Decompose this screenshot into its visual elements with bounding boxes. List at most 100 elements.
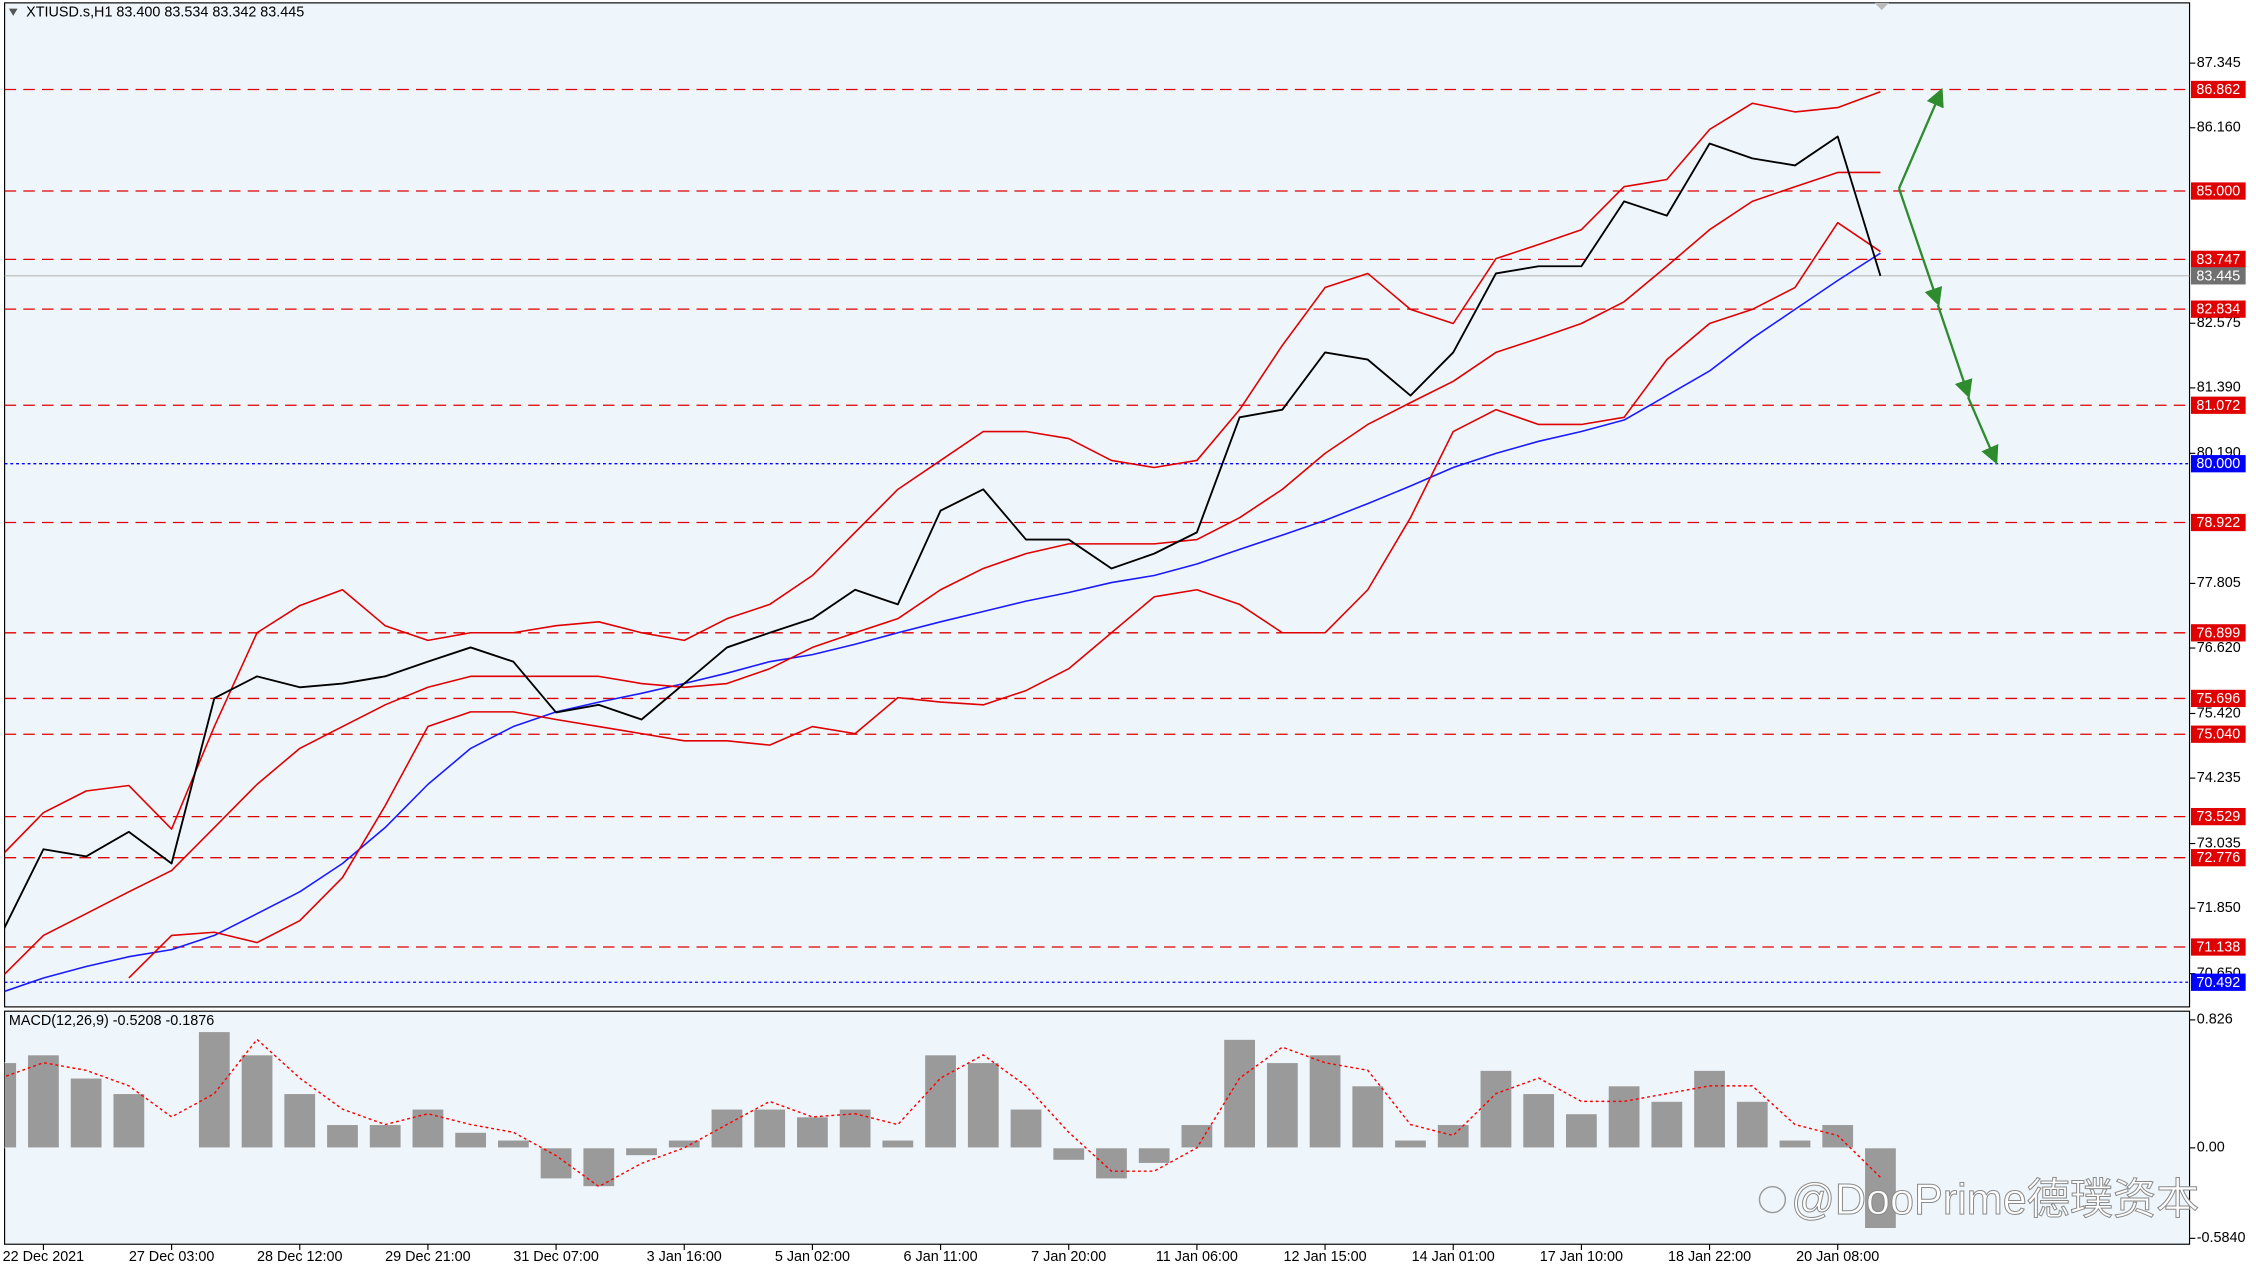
price-panel	[4, 2, 2191, 1008]
price-line	[4, 91, 1881, 854]
macd-bar	[1394, 1139, 1427, 1149]
macd-bar	[753, 1108, 786, 1149]
macd-bar	[198, 1031, 231, 1149]
macd-bar	[1351, 1085, 1385, 1149]
level-label: 70.492	[2196, 975, 2240, 991]
x-tick-label: 29 Dec 21:00	[385, 1249, 471, 1265]
macd-bar	[1052, 1147, 1085, 1161]
price-line	[128, 221, 1881, 979]
price-line	[4, 252, 1881, 993]
x-tick-label: 17 Jan 10:00	[1540, 1249, 1623, 1265]
macd-bar	[881, 1139, 915, 1149]
macd-bar	[838, 1108, 872, 1149]
macd-bar	[1650, 1100, 1684, 1149]
macd-bar	[539, 1147, 573, 1180]
price-line	[4, 171, 1881, 976]
macd-bar	[1223, 1038, 1256, 1149]
level-label: 76.899	[2196, 625, 2240, 641]
macd-bar	[1095, 1147, 1128, 1180]
x-tick-label: 11 Jan 06:00	[1156, 1249, 1238, 1265]
price-line	[4, 135, 1882, 930]
level-label-box	[2190, 725, 2246, 743]
level-label: 71.138	[2196, 940, 2240, 956]
level-label-box	[2190, 938, 2246, 956]
x-tick-label: 20 Jan 08:00	[1796, 1249, 1879, 1265]
x-tick-label: 22 Dec 2021	[3, 1249, 85, 1265]
macd-bar	[240, 1054, 274, 1149]
macd-bar	[326, 1124, 359, 1149]
level-label: 80.000	[2196, 456, 2240, 472]
y-tick-label: 74.235	[2197, 770, 2241, 786]
arrow-down	[1936, 304, 1973, 399]
arrow-down	[1966, 396, 1999, 465]
macd-bar	[497, 1139, 530, 1149]
macd-bar	[1266, 1062, 1299, 1149]
y-tick-label: 87.345	[2197, 55, 2241, 71]
last-price-box	[2190, 267, 2246, 285]
x-tick-label: 12 Jan 15:00	[1283, 1249, 1366, 1265]
macd-bar	[1436, 1124, 1470, 1149]
macd-bar	[411, 1108, 445, 1149]
forecast-arrows	[1897, 87, 1999, 465]
macd-bar	[1180, 1124, 1214, 1149]
macd-title: MACD(12,26,9) -0.5208 -0.1876	[9, 1013, 214, 1029]
macd-bar	[69, 1077, 103, 1149]
level-label-box	[2190, 396, 2246, 414]
y-tick-label: 81.390	[2197, 380, 2241, 396]
price-plot	[4, 88, 2190, 993]
macd-bar	[1137, 1147, 1171, 1164]
x-tick-label: 31 Dec 07:00	[513, 1249, 599, 1265]
level-label-box	[2190, 455, 2246, 473]
level-label-box	[2190, 513, 2246, 532]
macd-bar	[796, 1116, 829, 1149]
macd-bar	[454, 1131, 487, 1149]
x-tick-label: 5 Jan 02:00	[775, 1249, 850, 1265]
level-label-box	[2190, 807, 2246, 826]
level-label: 85.000	[2196, 184, 2240, 200]
x-tick-label: 27 Dec 03:00	[129, 1249, 215, 1265]
macd-bar	[1864, 1147, 1897, 1229]
menu-icon	[8, 8, 18, 16]
arrow-up	[1897, 87, 1944, 189]
y-tick-label: 77.805	[2197, 575, 2241, 591]
y-tick-label: 75.420	[2197, 705, 2241, 721]
macd-bar	[582, 1147, 616, 1188]
macd-plot	[4, 1031, 1897, 1229]
signal-line	[4, 1038, 1881, 1188]
macd-bar	[1736, 1100, 1769, 1149]
macd-bar	[368, 1124, 402, 1149]
macd-bar	[1009, 1108, 1043, 1149]
macd-bar	[710, 1108, 744, 1149]
macd-bar	[1308, 1054, 1342, 1149]
macd-bar	[1607, 1085, 1641, 1149]
macd-bar	[625, 1147, 658, 1157]
macd-bar	[1479, 1069, 1513, 1149]
x-tick-label: 18 Jan 22:00	[1668, 1249, 1751, 1265]
level-label: 73.529	[2196, 809, 2240, 825]
x-tick-label: 14 Jan 01:00	[1412, 1249, 1495, 1265]
y-tick-label: 76.620	[2197, 640, 2241, 656]
y-tick-label: 0.826	[2197, 1012, 2233, 1028]
macd-bar	[1522, 1093, 1555, 1149]
last-price-label: 83.445	[2196, 268, 2240, 284]
level-label-box	[2190, 849, 2246, 867]
chart-header: XTIUSD.s,H1 83.400 83.534 83.342 83.445	[26, 5, 304, 21]
level-label-box	[2190, 300, 2246, 318]
level-label-box	[2190, 250, 2246, 268]
level-label-box	[2190, 689, 2246, 708]
macd-bar	[4, 1062, 17, 1149]
level-label-box	[2190, 973, 2246, 991]
level-label: 75.040	[2196, 727, 2240, 743]
x-tick-label: 3 Jan 16:00	[647, 1249, 722, 1265]
y-tick-label: 86.160	[2197, 120, 2241, 136]
macd-bar	[1778, 1139, 1812, 1149]
x-tick-label: 7 Jan 20:00	[1031, 1249, 1106, 1265]
scroll-marker	[1874, 2, 1889, 11]
macd-bar	[967, 1062, 1000, 1149]
macd-bar	[27, 1054, 60, 1149]
level-label-box	[2190, 624, 2246, 642]
level-label: 72.776	[2196, 850, 2240, 866]
level-label-box	[2190, 182, 2246, 200]
